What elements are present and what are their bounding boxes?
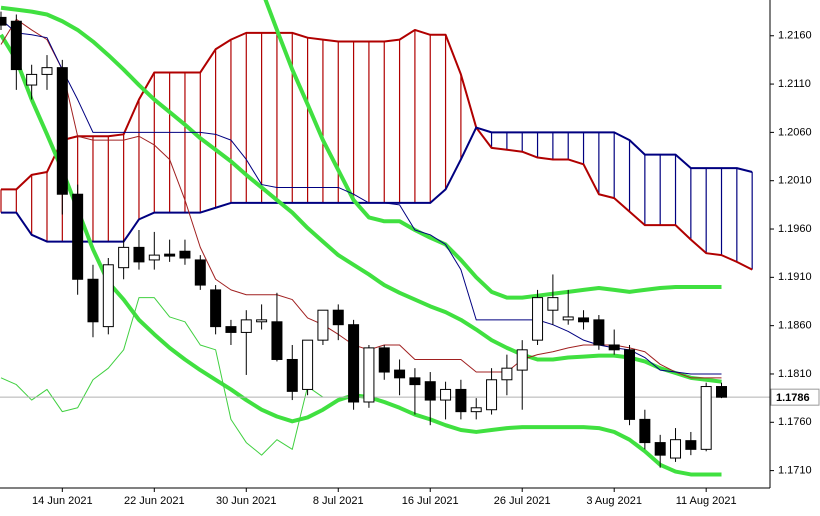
candle-body xyxy=(670,439,682,459)
y-tick-label: 1.2160 xyxy=(778,30,812,42)
candle-body xyxy=(87,278,99,323)
candle-body xyxy=(562,316,574,321)
last-price-box xyxy=(770,388,820,406)
candle-body xyxy=(348,324,360,403)
y-tick-label: 1.2060 xyxy=(778,126,812,138)
candle-body xyxy=(486,379,498,411)
y-tick-label: 1.1810 xyxy=(778,368,812,380)
indicator-line xyxy=(0,33,722,477)
candle-body xyxy=(118,246,130,269)
indicator-line xyxy=(263,0,722,300)
candle-body xyxy=(72,193,84,280)
candle-body xyxy=(26,73,38,86)
x-tick-label: 3 Aug 2021 xyxy=(586,495,642,507)
candle-body xyxy=(256,319,268,323)
candle-body xyxy=(394,369,406,379)
y-tick-label: 1.2110 xyxy=(778,78,811,90)
candle-body xyxy=(578,317,590,323)
candle-body xyxy=(210,289,222,328)
candle-body xyxy=(286,358,298,392)
candle-body xyxy=(179,250,191,259)
candle-body xyxy=(685,440,697,450)
candle-body xyxy=(700,386,712,450)
candle-body xyxy=(409,377,421,386)
candle-body xyxy=(608,344,620,351)
candle-body xyxy=(302,339,314,390)
candle-body xyxy=(133,246,145,263)
plot-area xyxy=(0,0,770,477)
candle-body xyxy=(716,386,728,398)
candle-body xyxy=(56,67,68,195)
candle-body xyxy=(194,259,206,286)
candle-body xyxy=(41,67,53,75)
y-tick-label: 1.1910 xyxy=(778,271,812,283)
candle-body xyxy=(440,388,452,401)
candle-body xyxy=(317,309,329,341)
candle-body xyxy=(240,319,252,333)
candle-body xyxy=(654,442,666,456)
x-tick-label: 22 Jun 2021 xyxy=(124,495,185,507)
y-tick-label: 1.1960 xyxy=(778,223,812,235)
candle-body xyxy=(0,16,7,26)
x-tick-label: 14 Jun 2021 xyxy=(32,495,93,507)
x-tick-label: 8 Jul 2021 xyxy=(313,495,364,507)
candle-body xyxy=(547,297,559,311)
candle-body xyxy=(455,388,467,413)
candle-body xyxy=(378,347,390,373)
candle-body xyxy=(624,349,636,420)
candle-body xyxy=(271,321,283,360)
candle-body xyxy=(10,20,22,71)
candle-body xyxy=(639,418,651,444)
candle-body xyxy=(593,319,605,346)
x-tick-label: 26 Jul 2021 xyxy=(494,495,551,507)
y-tick-label: 1.1860 xyxy=(778,320,812,332)
senkou-span-a xyxy=(1,28,753,271)
x-tick-label: 16 Jul 2021 xyxy=(402,495,459,507)
candle-body xyxy=(363,347,375,403)
candle-body xyxy=(470,407,482,413)
candle-body xyxy=(332,309,344,326)
candle-body xyxy=(102,264,114,328)
candle-body xyxy=(532,297,544,341)
x-tick-label: 11 Aug 2021 xyxy=(676,495,737,507)
candle-body xyxy=(424,381,436,401)
candle-body xyxy=(516,349,528,371)
y-tick-label: 1.1710 xyxy=(778,465,812,477)
indicator-line xyxy=(0,297,324,456)
x-tick-label: 30 Jun 2021 xyxy=(216,495,277,507)
candle-body xyxy=(148,254,160,261)
candle-body xyxy=(501,367,513,381)
candle-body xyxy=(164,253,176,257)
candle-body xyxy=(225,326,237,333)
indicator-line xyxy=(0,5,722,384)
y-tick-label: 1.2010 xyxy=(778,175,812,187)
y-tick-label: 1.1760 xyxy=(778,416,812,428)
last-price-label: 1.1786 xyxy=(776,392,810,404)
